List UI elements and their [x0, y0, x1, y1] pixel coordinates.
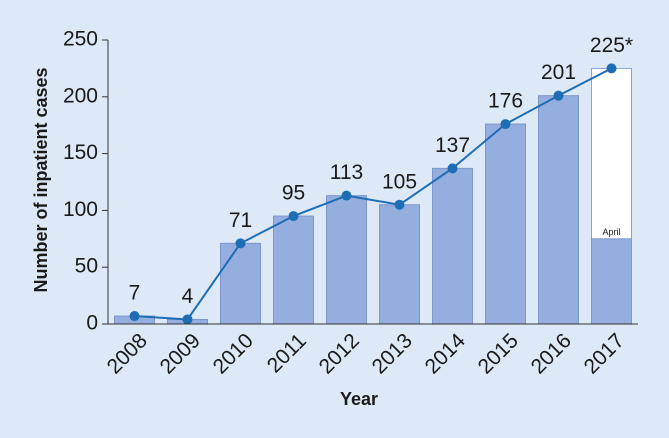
x-tick-label: 2011 — [263, 329, 311, 377]
point — [341, 190, 352, 201]
bar — [379, 204, 420, 325]
bar — [432, 167, 473, 325]
y-tick-label: 150 — [63, 141, 98, 164]
bar — [538, 95, 579, 325]
value-label: 71 — [229, 209, 252, 232]
point — [394, 199, 405, 210]
x-tick-label: 2017 — [580, 329, 629, 378]
value-label: 201 — [541, 61, 576, 84]
point — [235, 238, 246, 249]
x-tick-label: 2015 — [474, 329, 523, 378]
x-tick-label: 2008 — [103, 329, 152, 378]
value-label: 225* — [590, 34, 633, 57]
bar — [273, 215, 314, 325]
value-label: 7 — [129, 282, 141, 305]
y-tick-label: 0 — [86, 312, 98, 335]
x-tick-label: 2016 — [527, 329, 576, 378]
x-tick-label: 2014 — [421, 329, 471, 379]
x-tick-label: 2012 — [315, 329, 364, 378]
value-label: 176 — [488, 90, 523, 113]
point — [500, 119, 511, 130]
value-label: 137 — [435, 134, 470, 157]
y-axis-title: Number of inpatient cases — [31, 67, 51, 292]
value-label: 105 — [382, 170, 417, 193]
y-tick-label: 250 — [63, 28, 98, 51]
value-label: 113 — [330, 161, 363, 184]
bar — [220, 242, 261, 325]
x-tick-label: 2009 — [156, 329, 205, 378]
x-tick-label: 2010 — [209, 329, 258, 378]
value-label: 95 — [282, 182, 305, 205]
bar — [591, 238, 632, 325]
point — [606, 63, 617, 74]
point — [182, 314, 193, 325]
y-tick-label: 100 — [63, 198, 98, 221]
bar — [485, 123, 526, 325]
y-tick-label: 200 — [63, 84, 98, 107]
line — [134, 67, 612, 321]
bar-label: April — [602, 227, 620, 237]
x-tick-label: 2013 — [368, 329, 417, 378]
y-tick-label: 50 — [75, 255, 98, 278]
value-label: 4 — [182, 285, 194, 308]
bar — [326, 195, 367, 325]
point — [553, 90, 564, 101]
point — [129, 311, 140, 322]
x-axis-title: Year — [340, 389, 378, 409]
point — [447, 163, 458, 174]
point — [288, 211, 299, 222]
